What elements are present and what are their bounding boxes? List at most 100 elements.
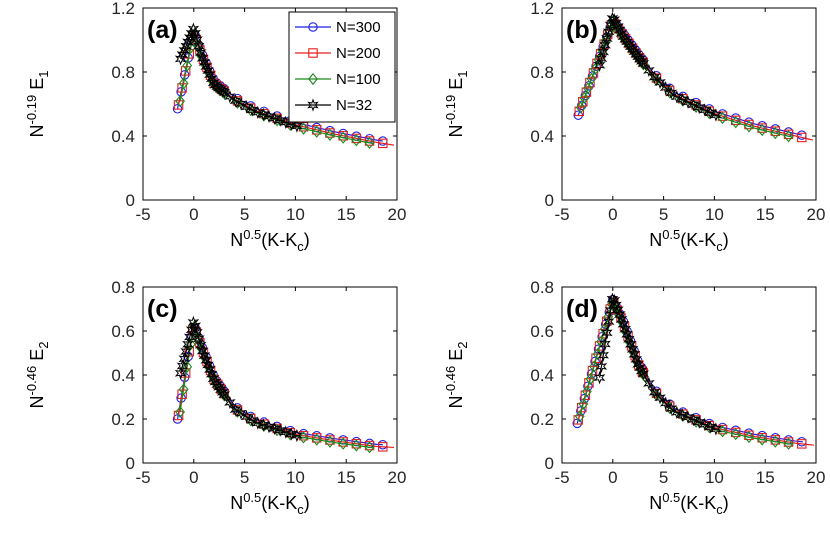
y-axis-label: N-0.46 E2 <box>443 342 470 409</box>
data-point-n-32 <box>189 26 202 40</box>
data-point-n-100 <box>575 101 586 114</box>
x-tick-label: 0 <box>189 468 198 487</box>
data-point-n-100 <box>586 72 597 85</box>
data-point-n-32 <box>229 402 242 417</box>
data-point-n-200 <box>797 439 807 449</box>
x-tick-label: 0 <box>608 468 617 487</box>
data-point-n-100 <box>583 82 593 95</box>
data-point-n-200 <box>573 415 584 425</box>
data-point-n-100 <box>182 59 193 72</box>
data-point-n-32 <box>599 337 611 351</box>
data-point-n-32 <box>665 401 677 416</box>
panel-c: -5 0 5 10 15 2000.20.40.60.8N0.5(K-Kc)N-0.46 … <box>24 278 406 517</box>
data-point-n-200 <box>581 87 592 97</box>
data-point-n-32 <box>682 95 694 109</box>
data-point-n-200 <box>587 365 598 376</box>
data-point-n-32 <box>676 408 689 422</box>
legend-entry: N=300 <box>336 19 381 36</box>
data-point-n-32 <box>682 410 694 424</box>
data-point-n-32 <box>643 63 655 78</box>
panel-d: -5 0 5 10 15 2000.20.40.60.8N0.5(K-Kc)N-0.46 … <box>443 278 825 517</box>
series-line-n-100 <box>580 21 793 138</box>
panel-label: (d) <box>566 295 598 323</box>
data-point-n-100 <box>311 433 322 446</box>
data-point-n-32 <box>198 348 211 363</box>
data-point-n-300 <box>586 369 597 379</box>
series-line-n-32 <box>180 29 301 128</box>
data-point-n-200 <box>311 125 322 135</box>
series-line-n-200 <box>578 21 814 141</box>
data-point-n-100 <box>364 136 375 149</box>
data-point-n-32 <box>623 37 635 51</box>
data-point-n-32 <box>180 39 192 53</box>
y-tick-label: 1.2 <box>530 0 554 18</box>
x-axis-label: N0.5(K-Kc) <box>230 490 310 517</box>
data-point-n-200 <box>588 68 599 78</box>
y-tick-label: 0.8 <box>530 278 554 297</box>
data-point-n-32 <box>654 391 666 405</box>
x-axis-label: N0.5(K-Kc) <box>649 227 729 254</box>
data-point-n-32 <box>193 332 205 346</box>
x-tick-label: 15 <box>756 205 775 224</box>
data-point-n-100 <box>338 131 349 144</box>
data-point-n-32 <box>216 84 229 98</box>
legend-marker <box>308 72 318 86</box>
data-point-n-32 <box>606 11 619 26</box>
data-point-n-32 <box>246 413 258 428</box>
data-point-n-32 <box>291 119 303 133</box>
y-tick-label: 0 <box>545 454 554 473</box>
y-tick-label: 0.6 <box>530 322 554 341</box>
y-tick-label: 0.8 <box>111 63 135 82</box>
data-point-n-32 <box>178 352 191 366</box>
data-point-n-32 <box>595 51 608 66</box>
data-point-n-100 <box>351 134 362 147</box>
x-tick-label: 20 <box>388 468 407 487</box>
data-point-n-32 <box>204 362 216 377</box>
data-point-n-32 <box>676 92 689 107</box>
data-point-n-100 <box>325 435 335 448</box>
data-point-n-100 <box>175 95 185 108</box>
data-point-n-32 <box>194 338 207 352</box>
data-point-n-32 <box>624 40 637 54</box>
data-point-n-32 <box>637 367 650 381</box>
data-point-n-32 <box>601 31 613 46</box>
data-point-n-200 <box>585 77 595 88</box>
data-point-n-32 <box>597 45 610 59</box>
data-point-n-32 <box>608 293 621 308</box>
data-point-n-32 <box>619 32 631 46</box>
x-tick-label: 5 <box>240 468 249 487</box>
data-point-n-32 <box>196 51 209 65</box>
data-point-n-200 <box>173 100 184 110</box>
data-point-n-32 <box>218 387 231 402</box>
data-point-n-32 <box>235 97 247 111</box>
data-point-n-32 <box>710 108 722 122</box>
data-point-n-200 <box>574 106 585 117</box>
data-point-n-32 <box>291 428 303 443</box>
x-tick-label: -5 <box>554 468 569 487</box>
data-point-n-32 <box>659 81 672 95</box>
data-point-n-32 <box>648 70 661 84</box>
data-point-n-300 <box>580 90 591 101</box>
x-tick-label: 15 <box>337 205 356 224</box>
x-tick-label: 20 <box>807 205 826 224</box>
x-tick-label: 10 <box>286 468 305 487</box>
data-point-n-100 <box>581 385 592 398</box>
y-axis-label: N-0.19 E1 <box>24 71 51 138</box>
data-point-n-200 <box>325 128 335 138</box>
x-tick-label: 15 <box>756 468 775 487</box>
data-point-n-100 <box>730 428 741 441</box>
x-axis-label: N0.5(K-Kc) <box>230 227 310 254</box>
x-tick-label: 15 <box>337 468 356 487</box>
data-point-n-32 <box>185 323 198 337</box>
data-point-n-100 <box>351 439 362 452</box>
data-point-n-32 <box>615 312 628 327</box>
data-point-n-100 <box>770 435 781 448</box>
data-point-n-32 <box>196 344 209 358</box>
data-point-n-32 <box>626 42 639 56</box>
x-tick-label: 5 <box>659 468 668 487</box>
data-point-n-32 <box>257 418 270 432</box>
data-point-n-32 <box>246 103 258 117</box>
data-point-n-32 <box>601 326 613 340</box>
x-tick-label: 5 <box>659 205 668 224</box>
